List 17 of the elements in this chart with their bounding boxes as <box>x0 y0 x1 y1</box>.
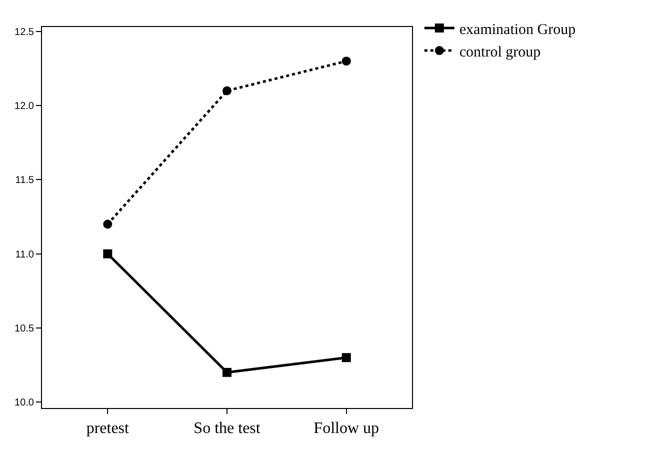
y-tick-label: 12.5 <box>14 26 34 38</box>
legend-label: examination Group <box>459 22 576 38</box>
y-tick-label: 11.0 <box>15 249 34 260</box>
point <box>103 249 112 258</box>
y-tick-label: 12.0 <box>14 101 34 112</box>
point <box>342 353 351 362</box>
x-tick-label: So the test <box>194 420 261 438</box>
point <box>103 220 112 229</box>
legend-label: control group <box>459 44 541 60</box>
point <box>222 86 232 96</box>
y-tick-label: 10.5 <box>14 323 34 334</box>
x-tick-label: Follow up <box>314 420 380 438</box>
point <box>222 368 232 377</box>
y-tick-label: 10.0 <box>14 398 34 409</box>
point <box>342 56 351 66</box>
x-tick-label: pretest <box>86 420 130 438</box>
y-tick-label: 11.5 <box>15 175 34 186</box>
